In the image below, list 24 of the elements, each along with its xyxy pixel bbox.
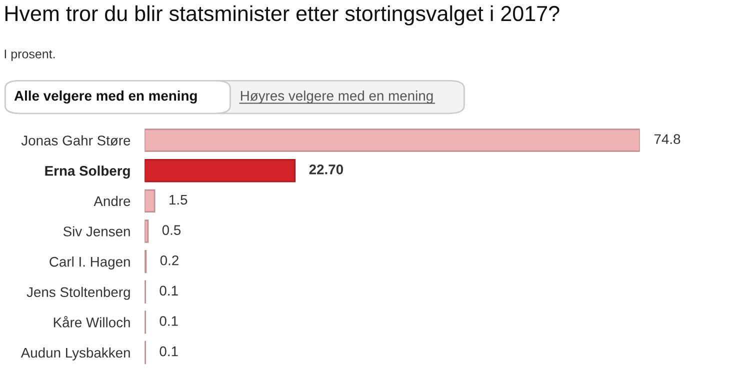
data-label: 74.8 xyxy=(654,134,680,144)
bar xyxy=(144,189,156,213)
bar xyxy=(144,220,149,243)
chart-title: Hvem tror du blir statsminister etter stortingsvalget i 2017? xyxy=(5,5,560,26)
data-label: 0.1 xyxy=(160,286,178,296)
y-tick-label: Erna Solberg xyxy=(45,166,130,179)
y-tick-label: Siv Jensen xyxy=(63,226,130,236)
y-tick-label: Audun Lysbakken xyxy=(20,347,130,360)
text: Høyres velgere med en mening xyxy=(240,90,433,104)
data-label: 22.70 xyxy=(309,164,344,174)
text: Alle velgere med en mening xyxy=(14,90,197,104)
data-label: 0.1 xyxy=(160,346,178,356)
y-tick-label: Kåre Willoch xyxy=(54,316,130,328)
y-tick-label: Andre xyxy=(94,196,130,206)
data-label: 0.5 xyxy=(162,225,181,235)
y-tick-label: Jens Stoltenberg xyxy=(26,286,130,300)
y-tick-label: Carl I. Hagen xyxy=(50,256,130,270)
data-label: 1.5 xyxy=(170,194,188,205)
data-label: 0.2 xyxy=(160,255,178,266)
text: I prosent. xyxy=(4,50,55,61)
y-tick-label: Jonas Gahr Støre xyxy=(21,135,130,146)
bar xyxy=(144,128,640,152)
data-label: 0.1 xyxy=(160,316,178,326)
bar xyxy=(144,158,296,182)
